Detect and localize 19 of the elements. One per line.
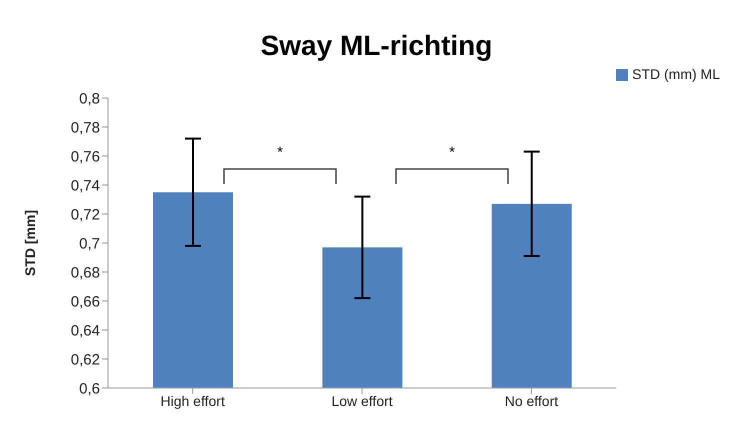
y-axis-title: STD [mm] — [22, 210, 38, 276]
y-tick-label: 0,66 — [70, 293, 100, 310]
annotation: * — [277, 144, 284, 161]
x-tick-label: High effort — [160, 392, 225, 409]
x-tick-label: Low effort — [331, 392, 393, 409]
y-tick-label: 0,76 — [70, 148, 100, 166]
y-tick-label: 0,62 — [70, 351, 100, 368]
y-tick-label: 0,8 — [79, 90, 100, 108]
chart-title: Sway ML-richting — [260, 30, 494, 62]
annotation: * — [449, 144, 456, 161]
y-tick-label: 0,6 — [79, 380, 100, 398]
y-tick-label: 0,7 — [79, 235, 100, 252]
y-tick-label: 0,64 — [70, 322, 100, 340]
y-tick-label: 0,78 — [70, 119, 100, 136]
y-tick-label: 0,74 — [70, 177, 100, 194]
x-tick-label: No effort — [504, 392, 558, 409]
y-tick-label: 0,68 — [70, 264, 100, 282]
legend-label: STD (mm) ML — [632, 66, 720, 82]
y-tick-label: 0,72 — [70, 206, 100, 224]
